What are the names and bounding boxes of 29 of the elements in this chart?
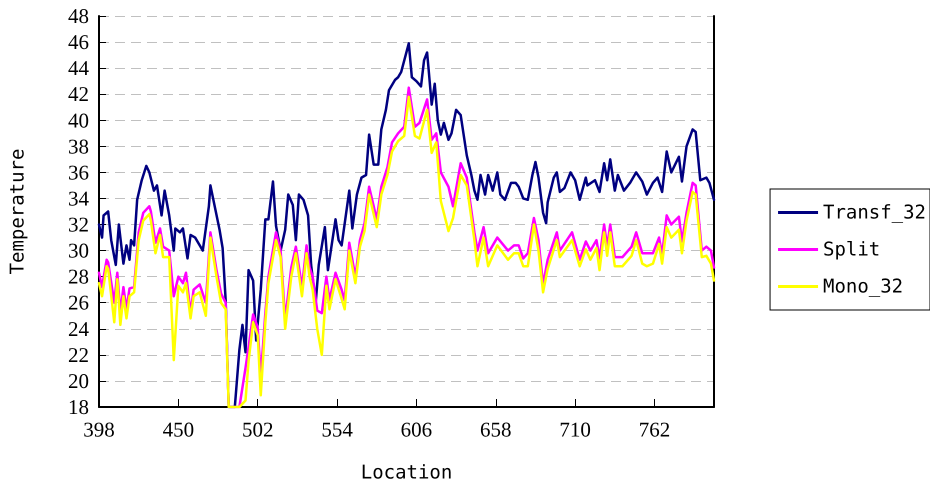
y-tick-label: 42 [68, 82, 89, 106]
x-tick-label: 502 [242, 418, 274, 442]
y-tick-label: 28 [68, 264, 89, 289]
y-tick-label: 20 [68, 368, 89, 393]
legend-label: Transf_32 [823, 202, 926, 224]
y-tick-label: 34 [68, 186, 90, 210]
y-tick-label: 44 [68, 56, 90, 80]
y-tick-label: 22 [68, 342, 89, 367]
y-tick-label: 48 [68, 4, 89, 28]
legend-label: Split [823, 238, 880, 260]
x-tick-label: 398 [83, 418, 115, 442]
y-tick-label: 18 [68, 395, 89, 419]
x-tick-label: 710 [559, 418, 591, 442]
x-tick-label: 658 [480, 418, 512, 442]
y-tick-label: 32 [68, 212, 89, 237]
y-tick-label: 40 [68, 108, 89, 132]
x-tick-label: 554 [321, 418, 354, 442]
x-tick-label: 450 [162, 418, 194, 442]
y-tick-label: 38 [68, 134, 89, 158]
y-tick-label: 30 [68, 238, 89, 263]
y-tick-label: 24 [68, 316, 90, 341]
y-axis-title: Temperature [6, 148, 28, 274]
y-tick-label: 46 [68, 30, 89, 54]
x-tick-label: 606 [400, 418, 432, 442]
x-tick-label: 762 [638, 418, 670, 442]
y-tick-label: 26 [68, 290, 89, 315]
legend-label: Mono_32 [823, 276, 904, 298]
y-tick-label: 36 [68, 160, 89, 184]
x-axis-title: Location [360, 462, 452, 484]
